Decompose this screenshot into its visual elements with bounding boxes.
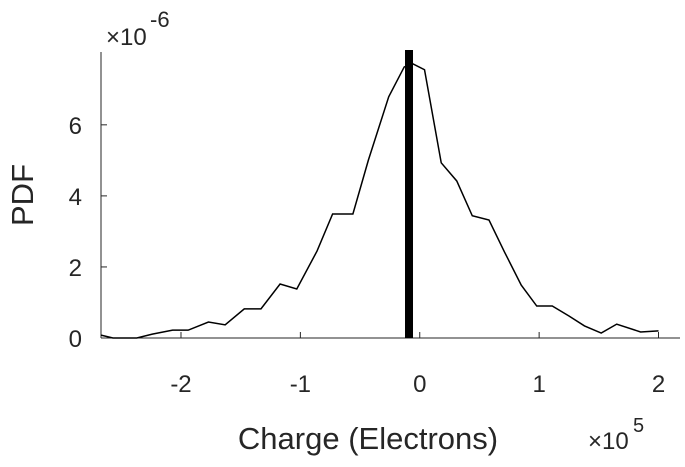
y-tick-label: 6 [69,113,82,140]
x-tick-label: 0 [413,371,426,398]
y-multiplier-power: -6 [150,7,170,32]
y-axis-label: PDF [5,164,40,226]
y-tick-label: 4 [69,184,82,211]
x-tick-label: -2 [170,371,191,398]
x-multiplier-power: 5 [633,415,644,437]
y-tick-label: 0 [69,326,82,353]
y-multiplier-base: ×10 [106,24,147,51]
x-tick-label: -1 [290,371,311,398]
x-tick-label: 2 [652,371,665,398]
y-tick-label: 2 [69,255,82,282]
x-tick-label: 1 [532,371,545,398]
x-axis-label: Charge (Electrons) [238,421,498,456]
x-multiplier-base: ×10 [588,428,629,455]
data-line [100,62,659,339]
